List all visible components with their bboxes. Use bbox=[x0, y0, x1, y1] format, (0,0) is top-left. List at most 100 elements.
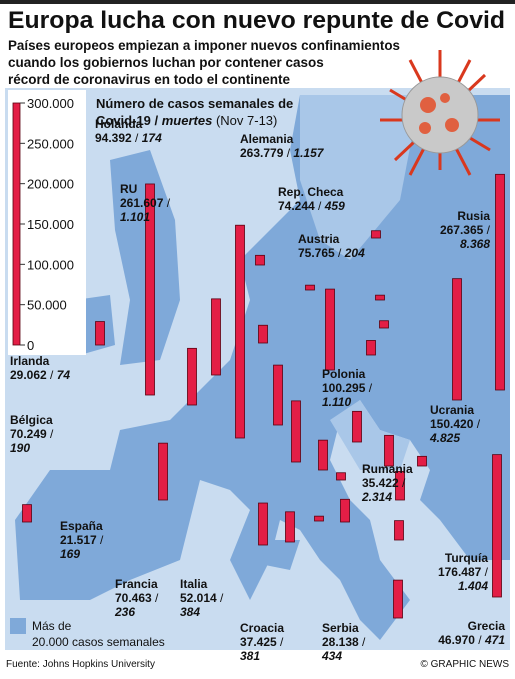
virus-icon bbox=[380, 50, 500, 176]
bar bbox=[305, 284, 315, 291]
country-label: España bbox=[60, 519, 103, 533]
deaths-label: 471 bbox=[484, 633, 505, 647]
value-line: 52.014 / bbox=[180, 591, 224, 605]
value-line: 261.607 / bbox=[120, 196, 171, 210]
bar bbox=[452, 278, 462, 401]
deaths-label: 2.314 bbox=[361, 490, 392, 504]
credit: © GRAPHIC NEWS bbox=[421, 659, 510, 670]
separator: / bbox=[277, 635, 284, 649]
bar bbox=[258, 502, 268, 546]
bar bbox=[145, 183, 155, 396]
deaths-label: 459 bbox=[324, 199, 345, 213]
country-label: Polonia bbox=[322, 367, 366, 381]
separator: / bbox=[47, 427, 54, 441]
bar bbox=[495, 173, 505, 391]
scale-box bbox=[8, 90, 86, 355]
legend-label: 20.000 casos semanales bbox=[32, 635, 165, 649]
bar bbox=[291, 400, 301, 463]
separator: / bbox=[163, 196, 170, 210]
bar bbox=[336, 472, 346, 481]
value-label: 261.607 bbox=[120, 196, 164, 210]
bar bbox=[340, 498, 350, 523]
subtitle: récord de coronavirus en todo el contine… bbox=[8, 72, 291, 87]
bar bbox=[492, 454, 502, 598]
deaths-label: 174 bbox=[142, 131, 162, 145]
value-line: 176.487 / bbox=[438, 565, 489, 579]
value-line: 150.420 / bbox=[430, 417, 481, 431]
value-label: 267.365 bbox=[440, 223, 484, 237]
value-line: 75.765 / 204 bbox=[298, 246, 365, 260]
value-label: 37.425 bbox=[240, 635, 277, 649]
bar bbox=[371, 230, 381, 239]
bar bbox=[255, 254, 265, 266]
value-line: 70.463 / bbox=[115, 591, 159, 605]
deaths-label: 4.825 bbox=[429, 431, 460, 445]
separator: / bbox=[335, 246, 345, 260]
top-rule bbox=[0, 0, 515, 4]
country-label: Ucrania bbox=[430, 403, 474, 417]
legend-swatch bbox=[10, 618, 26, 634]
chart-title: Europa lucha con nuevo repunte de Covid bbox=[8, 7, 505, 34]
bar bbox=[366, 340, 376, 356]
country-label: RU bbox=[120, 182, 137, 196]
bar bbox=[187, 347, 197, 406]
deaths-label: 384 bbox=[180, 605, 200, 619]
value-label: 52.014 bbox=[180, 591, 217, 605]
deaths-label: 1.157 bbox=[293, 146, 324, 160]
axis-title: Covid-19 / bbox=[96, 113, 159, 128]
land bbox=[15, 95, 510, 640]
deaths-label: 434 bbox=[321, 649, 342, 663]
deaths-label: 1.110 bbox=[322, 395, 351, 409]
separator: / bbox=[475, 633, 485, 647]
separator: / bbox=[97, 533, 104, 547]
value-line: 21.517 / bbox=[60, 533, 104, 547]
bar bbox=[325, 288, 335, 371]
bar bbox=[273, 364, 283, 426]
value-line: 94.392 / 174 bbox=[95, 131, 162, 145]
deaths-label: 8.368 bbox=[460, 237, 490, 251]
bar bbox=[235, 224, 245, 439]
bar bbox=[395, 471, 405, 501]
country-label: Turquía bbox=[445, 551, 488, 565]
country-label: Serbia bbox=[322, 621, 359, 635]
value-label: 35.422 bbox=[362, 476, 399, 490]
continent bbox=[15, 95, 510, 640]
value-label: 150.420 bbox=[430, 417, 474, 431]
deaths-label: 381 bbox=[240, 649, 260, 663]
separator: / bbox=[359, 635, 366, 649]
value-label: 70.249 bbox=[10, 427, 47, 441]
separator: / bbox=[315, 199, 325, 213]
value-line: 74.244 / 459 bbox=[278, 199, 345, 213]
country-label: Rumania bbox=[362, 462, 413, 476]
subtitle: Países europeos empiezan a imponer nuevo… bbox=[8, 38, 400, 53]
value-line: 70.249 / bbox=[10, 427, 54, 441]
value-line: 28.138 / bbox=[322, 635, 366, 649]
country-label: Grecia bbox=[468, 619, 506, 633]
country-label: Bélgica bbox=[10, 413, 53, 427]
separator: / bbox=[152, 591, 159, 605]
deaths-label: 1.101 bbox=[120, 210, 150, 224]
value-line: 263.779 / 1.157 bbox=[240, 146, 325, 160]
separator: / bbox=[283, 146, 293, 160]
value-label: 74.244 bbox=[278, 199, 315, 213]
value-label: 100.295 bbox=[322, 381, 366, 395]
separator: / bbox=[47, 368, 57, 382]
separator: / bbox=[483, 223, 490, 237]
value-label: 29.062 bbox=[10, 368, 47, 382]
axis-title: Número de casos semanales de bbox=[96, 96, 293, 111]
bar bbox=[384, 434, 394, 467]
country-label: Austria bbox=[298, 232, 340, 246]
deaths-label: 74 bbox=[57, 368, 71, 382]
axis-title: muertes bbox=[162, 113, 213, 128]
subtitle: cuando los gobiernos luchan por contener… bbox=[8, 55, 324, 70]
bar bbox=[314, 515, 324, 522]
axis-title-line: Covid-19 / muertes (Nov 7-13) bbox=[96, 113, 277, 128]
value-label: 70.463 bbox=[115, 591, 152, 605]
country-label: Rusia bbox=[457, 209, 490, 223]
deaths-label: 204 bbox=[344, 246, 365, 260]
scandinavia bbox=[300, 95, 420, 260]
separator: / bbox=[473, 417, 480, 431]
bar bbox=[352, 410, 362, 443]
value-line: 35.422 / bbox=[362, 476, 406, 490]
axis-title: (Nov 7-13) bbox=[216, 113, 277, 128]
